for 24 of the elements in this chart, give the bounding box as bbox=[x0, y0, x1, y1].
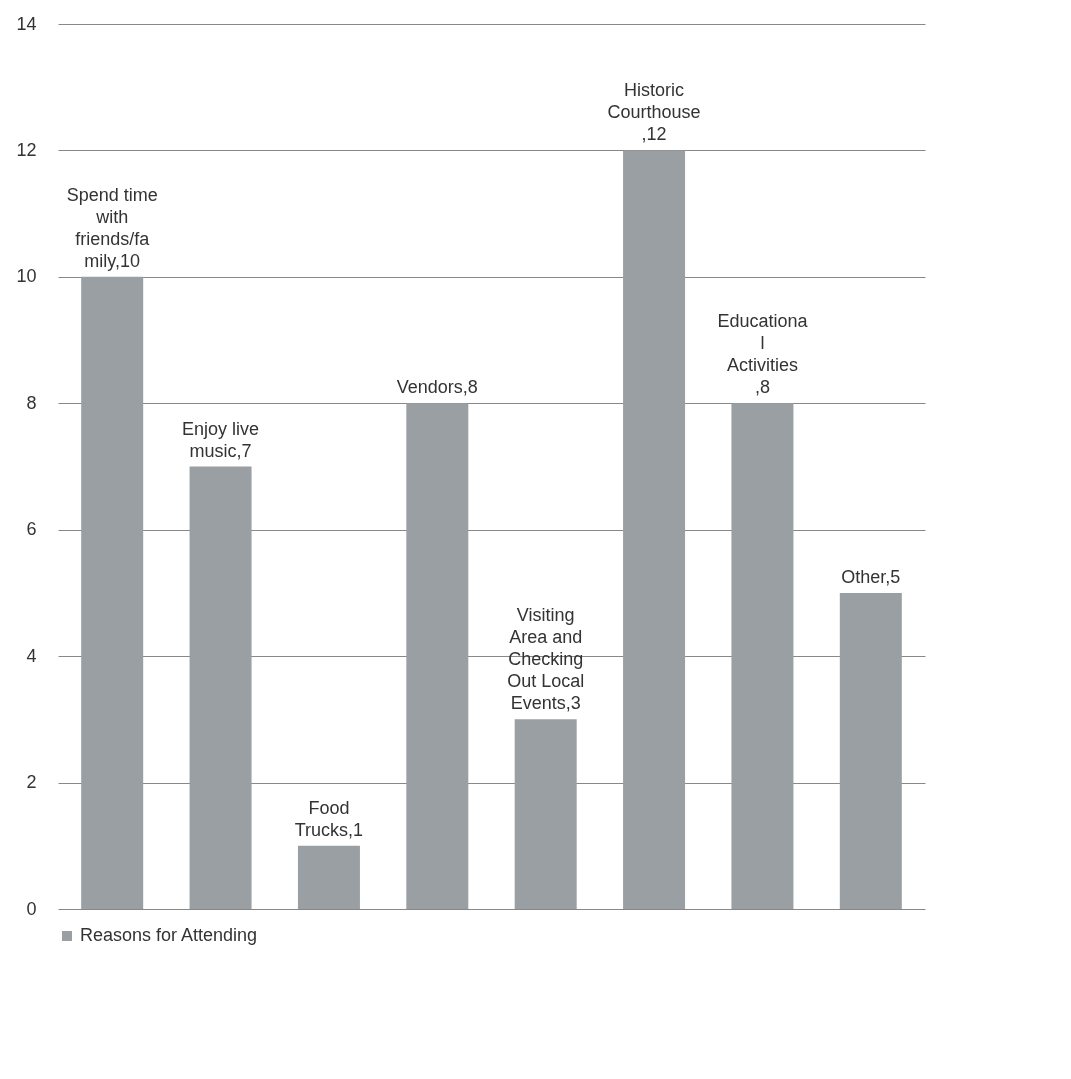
bar bbox=[297, 845, 360, 909]
y-tick-label: 2 bbox=[26, 772, 37, 793]
legend-label: Reasons for Attending bbox=[80, 925, 258, 945]
bar bbox=[81, 276, 144, 909]
bar bbox=[839, 592, 902, 909]
y-tick-label: 4 bbox=[26, 645, 37, 666]
text: Educational Activities,8 bbox=[717, 311, 808, 398]
y-tick-label: 10 bbox=[16, 266, 37, 287]
bar bbox=[731, 403, 794, 909]
text: Spend time with friends/family,10 bbox=[66, 184, 158, 271]
y-tick-label: 6 bbox=[26, 519, 37, 540]
bar bbox=[189, 466, 252, 909]
y-tick-label: 12 bbox=[16, 139, 37, 160]
text: Enjoy live music,7 bbox=[182, 418, 260, 461]
text: Food Trucks,1 bbox=[294, 797, 364, 840]
text: Vendors,8 bbox=[396, 377, 478, 398]
text: Historic Courthouse,12 bbox=[607, 80, 701, 145]
bar bbox=[623, 150, 686, 909]
bar bbox=[406, 403, 469, 909]
y-tick-label: 0 bbox=[26, 898, 37, 919]
bar bbox=[514, 719, 577, 909]
y-tick-label: 8 bbox=[26, 392, 37, 413]
text: Other,5 bbox=[841, 566, 901, 587]
y-tick-label: 14 bbox=[16, 13, 37, 34]
